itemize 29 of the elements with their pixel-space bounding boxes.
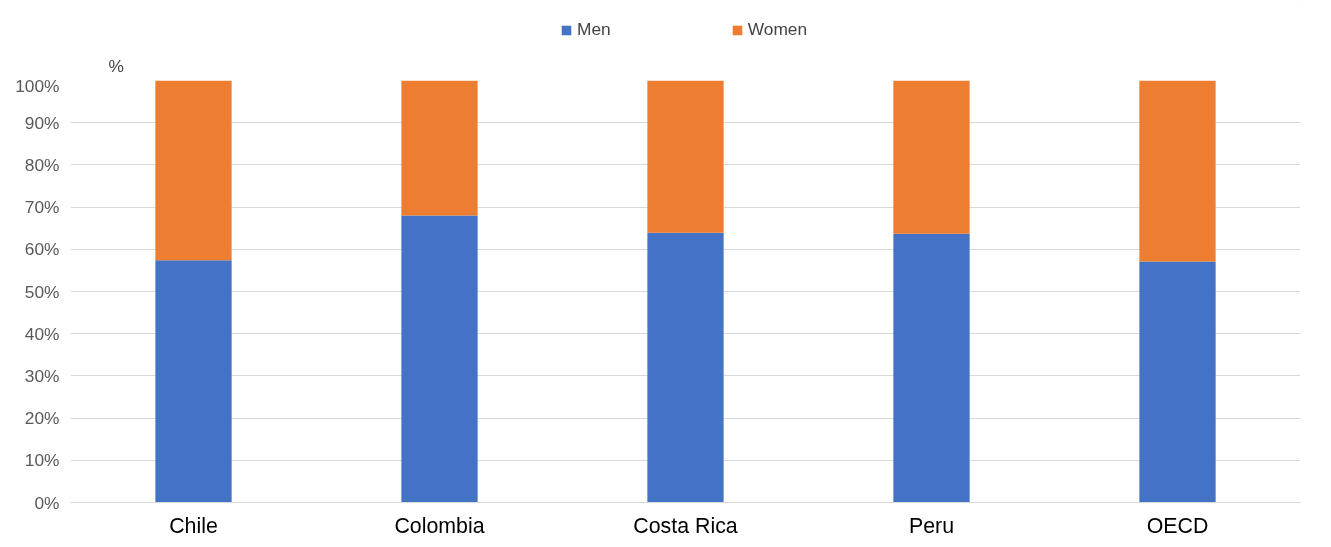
bar: [647, 80, 724, 233]
bar: [893, 233, 970, 503]
bar: [155, 260, 232, 503]
legend-label: Men: [577, 19, 611, 40]
y-tick-label: 40%: [24, 323, 60, 344]
bar: [1139, 261, 1216, 503]
bar: [401, 215, 478, 503]
y-tick-label: 100%: [15, 75, 60, 96]
x-tick-label: Chile: [169, 513, 218, 538]
y-axis-title: %: [108, 55, 124, 76]
y-tick-label: 80%: [24, 154, 60, 175]
bar: [1139, 80, 1216, 262]
bar: [155, 80, 232, 261]
y-tick-label: 10%: [24, 450, 60, 471]
bar: [401, 80, 478, 216]
legend-label: Women: [747, 19, 808, 40]
y-tick-label: 70%: [24, 197, 60, 218]
x-tick-label: OECD: [1146, 513, 1209, 538]
x-tick-label: Costa Rica: [633, 513, 738, 538]
y-tick-label: 20%: [24, 408, 60, 429]
bar: [647, 232, 724, 503]
y-tick-label: 30%: [24, 365, 60, 386]
bar: [893, 80, 970, 234]
y-tick-label: 0%: [34, 492, 60, 513]
y-tick-label: 60%: [24, 239, 60, 260]
x-tick-label: Peru: [908, 513, 955, 538]
y-tick-label: 90%: [24, 112, 60, 133]
x-tick-label: Colombia: [394, 513, 485, 538]
y-tick-label: 50%: [24, 281, 60, 302]
